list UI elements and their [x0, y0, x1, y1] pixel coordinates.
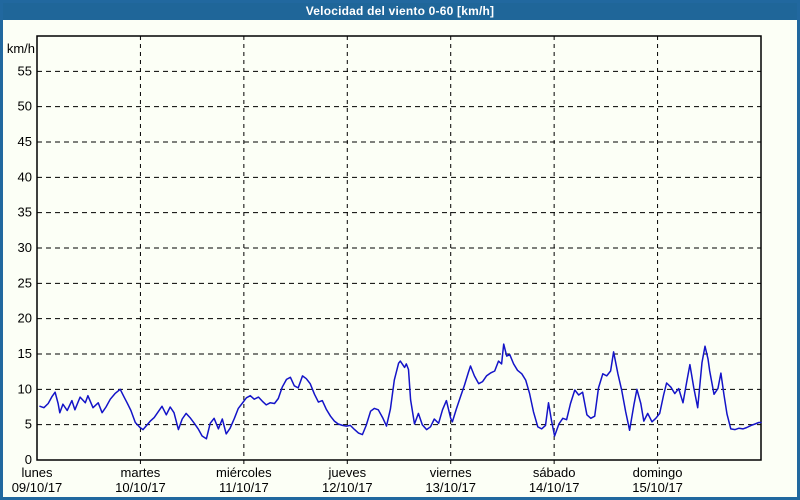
x-day-label: lunes [21, 465, 53, 480]
window-titlebar: Velocidad del viento 0-60 [km/h] [3, 3, 797, 20]
window-title: Velocidad del viento 0-60 [km/h] [305, 4, 495, 18]
x-day-label: martes [121, 465, 161, 480]
x-date-label: 09/10/17 [12, 480, 63, 495]
y-tick-label: 10 [18, 381, 32, 396]
x-date-label: 12/10/17 [322, 480, 373, 495]
x-date-label: 15/10/17 [632, 480, 683, 495]
x-date-label: 14/10/17 [529, 480, 580, 495]
y-tick-label: 20 [18, 311, 32, 326]
x-day-label: domingo [633, 465, 683, 480]
x-date-label: 13/10/17 [425, 480, 476, 495]
x-date-label: 11/10/17 [219, 480, 269, 495]
x-day-label: sábado [533, 465, 576, 480]
y-tick-label: 0 [25, 452, 32, 467]
y-tick-label: 50 [18, 99, 32, 114]
y-tick-label: 30 [18, 240, 32, 255]
y-tick-label: 5 [25, 417, 32, 432]
y-tick-label: 35 [18, 205, 32, 220]
x-day-label: miércoles [216, 465, 272, 480]
y-tick-label: 25 [18, 275, 32, 290]
plot-frame [36, 35, 762, 461]
y-axis-unit-label: km/h [7, 41, 35, 56]
x-day-label: jueves [327, 465, 366, 480]
y-tick-label: 55 [18, 63, 32, 78]
x-date-label: 10/10/17 [115, 480, 166, 495]
y-tick-label: 40 [18, 169, 32, 184]
y-tick-label: 15 [18, 346, 32, 361]
y-tick-label: 45 [18, 134, 32, 149]
x-day-label: viernes [430, 465, 472, 480]
wind-speed-line [39, 343, 762, 440]
